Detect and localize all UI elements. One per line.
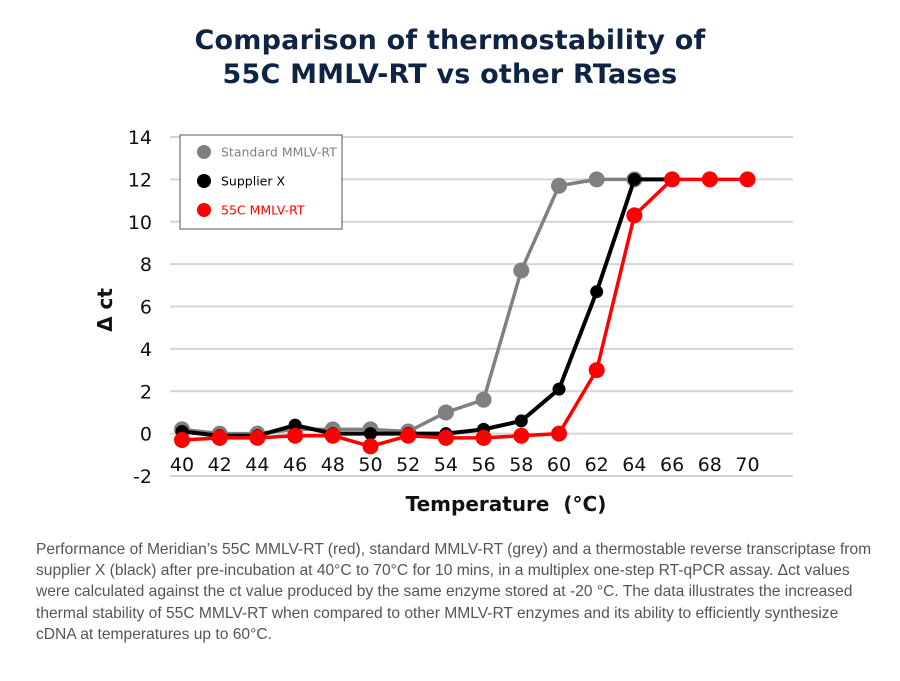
- series-line: [181, 177, 748, 449]
- series-group: [174, 171, 756, 455]
- y-tick-label: -2: [133, 466, 152, 488]
- y-axis-label: Δ ct: [93, 288, 117, 332]
- data-point: [475, 391, 492, 408]
- legend-label: Supplier X: [221, 174, 285, 189]
- x-axis-label: Temperature (°C): [406, 492, 607, 516]
- y-tick-label: 8: [140, 254, 152, 276]
- series-55c-mmlv-rt: [174, 171, 756, 455]
- data-point: [287, 427, 304, 444]
- data-point: [664, 171, 681, 188]
- figure-caption: Performance of Meridian’s 55C MMLV-RT (r…: [36, 541, 872, 643]
- x-tick-label: 50: [358, 454, 382, 476]
- data-point: [590, 285, 604, 299]
- data-point: [588, 171, 605, 188]
- data-point: [249, 429, 266, 446]
- legend-marker: [197, 174, 211, 188]
- data-point: [513, 262, 530, 279]
- y-tick-label: 0: [140, 424, 152, 446]
- x-tick-label: 68: [698, 454, 722, 476]
- y-tick-label: 14: [128, 127, 152, 149]
- x-tick-label: 66: [660, 454, 684, 476]
- data-point: [551, 425, 567, 442]
- y-tick-label: 4: [140, 339, 152, 361]
- x-tick-label: 52: [396, 454, 420, 476]
- data-point: [364, 427, 377, 441]
- x-tick-label: 44: [245, 454, 269, 476]
- data-point: [174, 431, 190, 448]
- data-point: [475, 429, 492, 446]
- x-axis-tick-labels: 40 42 44 46 48 50 52 54 56 58 60 62 64 66 68 70: [170, 454, 760, 476]
- legend: Standard MMLV-RT Supplier X 55C MMLV-RT: [179, 134, 343, 230]
- y-tick-label: 2: [140, 381, 152, 403]
- y-tick-label: 6: [140, 297, 152, 319]
- x-tick-label: 42: [208, 454, 232, 476]
- data-point: [513, 427, 530, 444]
- y-tick-label: 10: [128, 212, 152, 234]
- data-point: [437, 404, 454, 421]
- data-point: [362, 438, 379, 455]
- data-point: [552, 382, 566, 396]
- data-point: [288, 418, 302, 432]
- data-point: [626, 207, 643, 224]
- data-point: [551, 177, 567, 194]
- data-point: [514, 414, 528, 428]
- data-point: [400, 427, 417, 444]
- legend-marker: [197, 145, 211, 159]
- data-point: [324, 427, 341, 444]
- x-tick-label: 60: [547, 454, 571, 476]
- x-tick-label: 70: [735, 454, 759, 476]
- chart-title: Comparison of thermostability of 55C MML…: [0, 24, 900, 92]
- x-tick-label: 48: [321, 454, 345, 476]
- data-point: [739, 171, 756, 188]
- legend-marker: [197, 203, 211, 217]
- x-tick-label: 46: [283, 454, 307, 476]
- y-tick-label: 12: [128, 169, 152, 191]
- data-point: [588, 362, 605, 379]
- x-tick-label: 56: [472, 454, 496, 476]
- x-tick-label: 54: [434, 454, 458, 476]
- chart-title-line-1: Comparison of thermostability of: [194, 25, 706, 56]
- x-tick-label: 40: [170, 454, 194, 476]
- data-point: [437, 429, 454, 446]
- x-tick-label: 62: [585, 454, 609, 476]
- legend-label: Standard MMLV-RT: [221, 145, 337, 160]
- data-point: [627, 172, 641, 186]
- data-point: [211, 429, 228, 446]
- data-point: [701, 171, 718, 188]
- x-tick-label: 58: [509, 454, 533, 476]
- x-tick-label: 64: [622, 454, 646, 476]
- y-axis-tick-labels: -2 0 2 4 6 8 10 12 14: [128, 127, 152, 488]
- legend-label: 55C MMLV-RT: [221, 203, 305, 218]
- chart-title-line-2: 55C MMLV-RT vs other RTases: [222, 59, 678, 90]
